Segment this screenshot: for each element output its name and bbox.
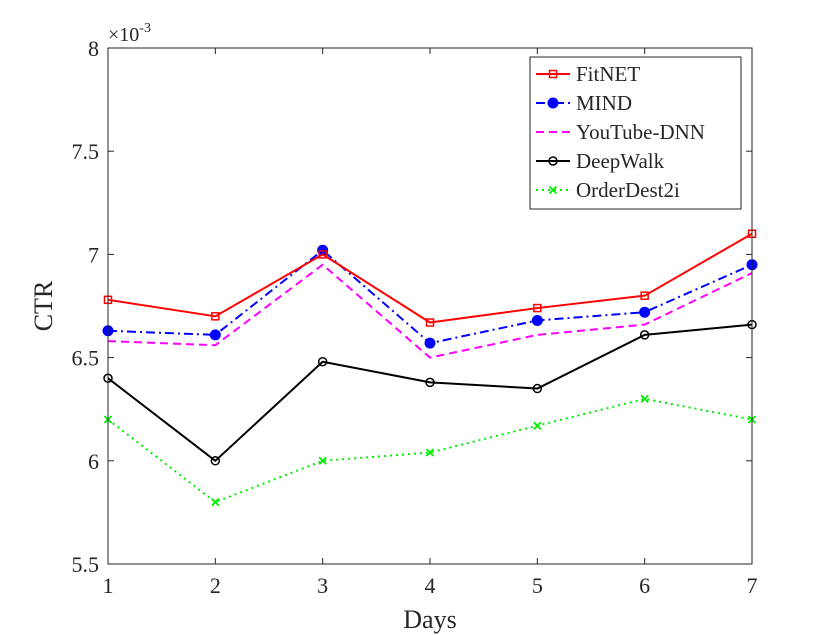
legend-marker <box>547 97 559 109</box>
series-deepwalk <box>103 319 757 466</box>
series-youtube-dnn <box>107 263 753 359</box>
legend-label: YouTube-DNN <box>576 120 705 144</box>
series-layer <box>102 229 758 507</box>
data-point <box>533 303 542 313</box>
y-tick-label: 5.5 <box>72 552 100 577</box>
data-point <box>210 456 221 466</box>
legend-marker <box>548 185 558 195</box>
legend-label: FitNET <box>576 62 640 86</box>
data-point <box>209 329 221 341</box>
y-tick-label: 7.5 <box>72 139 100 164</box>
data-point <box>318 250 327 259</box>
legend-marker <box>548 156 558 166</box>
x-axis-title: Days <box>403 605 456 634</box>
series-line-youtube-dnn <box>107 263 753 359</box>
y-tick-label: 7 <box>88 242 99 267</box>
data-point <box>425 318 435 327</box>
x-tick-label: 5 <box>532 573 543 598</box>
legend-marker <box>548 69 558 79</box>
data-point <box>532 383 543 394</box>
data-point <box>639 306 651 318</box>
legend-item-fitnet: FitNET <box>536 62 640 86</box>
data-point <box>640 291 649 300</box>
data-point <box>317 356 328 367</box>
legend-item-youtube-dnn: YouTube-DNN <box>536 120 705 144</box>
x-tick-label: 1 <box>103 573 114 598</box>
data-point <box>533 421 542 430</box>
y-exponent-power: -3 <box>139 21 151 36</box>
series-line-deepwalk <box>107 323 753 462</box>
legend-item-orderdest2i: OrderDest2i <box>536 178 680 202</box>
data-point <box>211 312 220 321</box>
data-point <box>639 330 650 340</box>
y-tick-label: 6 <box>88 449 99 474</box>
legend: FitNET MIND YouTube-DNN DeepWalk OrderDest2i <box>529 56 742 210</box>
y-tick-label: 6.5 <box>72 346 100 371</box>
legend-label: DeepWalk <box>576 149 665 173</box>
x-tick-label: 2 <box>210 573 221 598</box>
x-tick-label: 4 <box>425 573 436 598</box>
y-tick-label: 8 <box>88 36 99 61</box>
legend-label: OrderDest2i <box>576 178 680 202</box>
data-point <box>424 337 436 349</box>
legend-item-deepwalk: DeepWalk <box>536 149 665 173</box>
y-exponent-label: ×10-3 <box>108 21 151 46</box>
data-point <box>640 394 649 404</box>
legend-label: MIND <box>576 91 632 115</box>
y-axis-title: CTR <box>29 280 58 331</box>
series-line-fitnet <box>107 232 753 324</box>
data-point <box>425 377 435 388</box>
data-point <box>318 456 327 465</box>
data-point <box>425 448 435 457</box>
data-point <box>211 497 220 507</box>
svg-text:×10-3: ×10-3 <box>108 21 151 46</box>
x-tick-label: 3 <box>317 573 328 598</box>
ticks-layer: 1 2 3 4 5 6 7 5.5 6 6.5 7 7.5 8 <box>72 36 758 598</box>
legend-item-mind: MIND <box>536 91 632 115</box>
x-tick-label: 6 <box>639 573 650 598</box>
data-point <box>531 314 543 326</box>
y-exponent-prefix: ×10 <box>108 24 139 46</box>
x-tick-label: 7 <box>747 573 758 598</box>
